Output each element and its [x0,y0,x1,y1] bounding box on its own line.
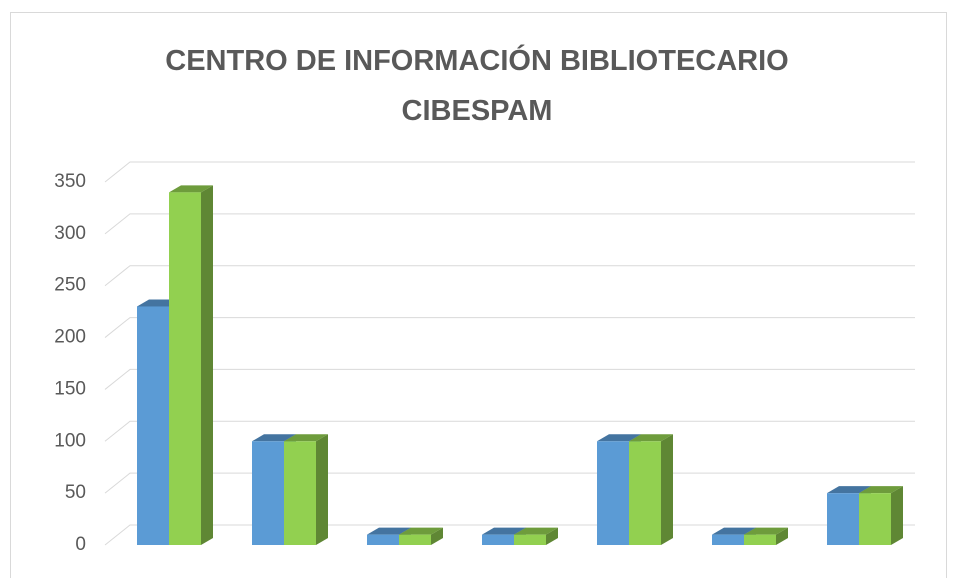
y-tick-label: 150 [54,378,86,399]
bar-top [712,527,756,535]
bar [252,441,284,545]
y-tick-label: 300 [54,223,86,244]
bar [169,192,201,545]
bar-top [827,486,871,494]
bar [744,534,776,545]
bar-top [859,486,903,494]
y-tick-label: 50 [65,482,86,503]
grid-line [104,213,915,235]
grid-line [104,161,915,183]
bar-side [891,486,903,545]
bar-top [744,527,788,535]
grid-line [104,420,915,442]
bar-top [367,527,411,535]
bar-top [629,434,673,442]
chart-title: CENTRO DE INFORMACIÓN BIBLIOTECARIO CIBE… [165,45,789,127]
bar-top [399,527,443,535]
bar [859,493,891,545]
y-tick-label: 0 [75,534,86,555]
bar-side [431,527,443,545]
bar [482,534,514,545]
chart-border [10,12,947,578]
bar [712,534,744,545]
bar-top [597,434,641,442]
y-tick-label: 200 [54,327,86,348]
bar-side [776,527,788,545]
bar-top [514,527,558,535]
bar [597,441,629,545]
y-tick-label: 350 [54,171,86,192]
bar [137,306,169,545]
grid-line [104,368,915,390]
grid-line [104,472,915,494]
bar [827,493,859,545]
bar-top [252,434,296,442]
bar-side [201,185,213,545]
bar-top [482,527,526,535]
bar-side [316,434,328,545]
bar [367,534,399,545]
grid-line [104,265,915,287]
bar [514,534,546,545]
bar-top [284,434,328,442]
grid-line [104,317,915,338]
y-tick-label: 250 [54,275,86,296]
bar-side [546,527,558,545]
y-tick-label: 100 [54,430,86,451]
bar [629,441,661,545]
bar-side [661,434,673,545]
bar-top [169,185,213,193]
bar [399,534,431,545]
bar [284,441,316,545]
